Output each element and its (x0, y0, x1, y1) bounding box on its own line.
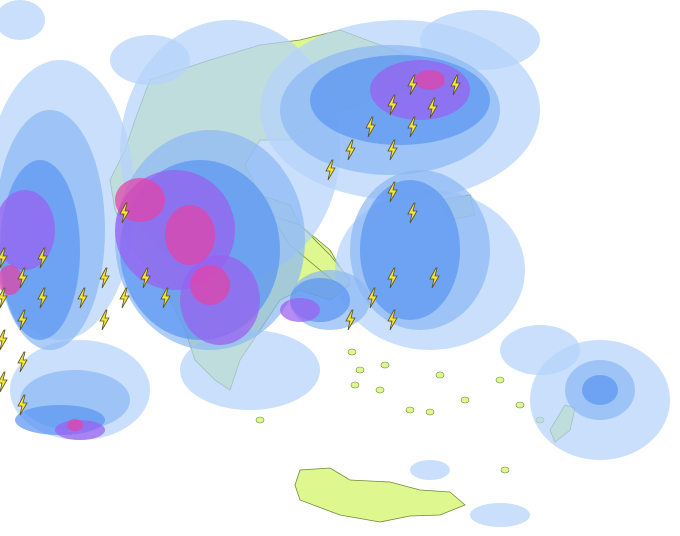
precip-cell-extreme (190, 265, 230, 305)
lightning-icon (160, 287, 171, 309)
lightning-icon (0, 287, 8, 309)
lightning-icon (17, 351, 28, 373)
precip-cell-light (0, 0, 45, 40)
island (347, 348, 357, 356)
lightning-icon (407, 74, 418, 96)
precip-cell-light (470, 503, 530, 527)
island (435, 371, 445, 379)
lightning-icon (450, 74, 461, 96)
lightning-icon (99, 267, 110, 289)
lightning-icon (140, 267, 151, 289)
precip-cell-extreme (165, 205, 215, 265)
island (500, 466, 510, 474)
lightning-icon (17, 267, 28, 289)
lightning-icon (387, 94, 398, 116)
lightning-icon (367, 287, 378, 309)
land-aegean-islands (255, 348, 545, 474)
precip-cell-extreme (0, 265, 22, 295)
island (425, 408, 435, 416)
lightning-icon (429, 267, 440, 289)
lightning-icon (0, 329, 8, 351)
lightning-icon (119, 287, 130, 309)
island (380, 361, 390, 369)
precip-cell-extreme (415, 70, 445, 90)
precip-cell-light (420, 10, 540, 70)
lightning-icon (345, 139, 356, 161)
lightning-layer (0, 74, 461, 416)
island (515, 401, 525, 409)
precip-cell-very-heavy (0, 190, 55, 270)
island (460, 396, 470, 404)
lightning-icon (407, 116, 418, 138)
land-crete (294, 467, 466, 523)
island (350, 381, 360, 389)
lightning-icon (77, 287, 88, 309)
island (495, 376, 505, 384)
precip-cell-light (500, 325, 580, 375)
precip-cell-extreme (67, 419, 83, 431)
lightning-icon (345, 309, 356, 331)
lightning-icon (37, 287, 48, 309)
lightning-icon (387, 181, 398, 203)
lightning-icon (99, 309, 110, 331)
precip-cell-very-heavy (280, 298, 320, 322)
lightning-icon (119, 202, 130, 224)
island (255, 416, 265, 424)
lightning-icon (407, 202, 418, 224)
lightning-icon (325, 159, 336, 181)
precipitation-layer (0, 0, 670, 527)
lightning-icon (17, 309, 28, 331)
precip-cell-extreme (115, 178, 165, 222)
lightning-icon (37, 247, 48, 269)
island (375, 386, 385, 394)
lightning-icon (0, 247, 8, 269)
lightning-icon (17, 394, 28, 416)
precip-cell-light (180, 330, 320, 410)
precip-cell-heavy (582, 375, 618, 405)
lightning-icon (0, 371, 8, 393)
lightning-icon (387, 267, 398, 289)
island (405, 406, 415, 414)
island (355, 366, 365, 374)
precip-cell-light (410, 460, 450, 480)
lightning-icon (387, 139, 398, 161)
precip-cell-heavy (360, 180, 460, 320)
lightning-icon (427, 97, 438, 119)
lightning-icon (387, 309, 398, 331)
lightning-icon (365, 116, 376, 138)
